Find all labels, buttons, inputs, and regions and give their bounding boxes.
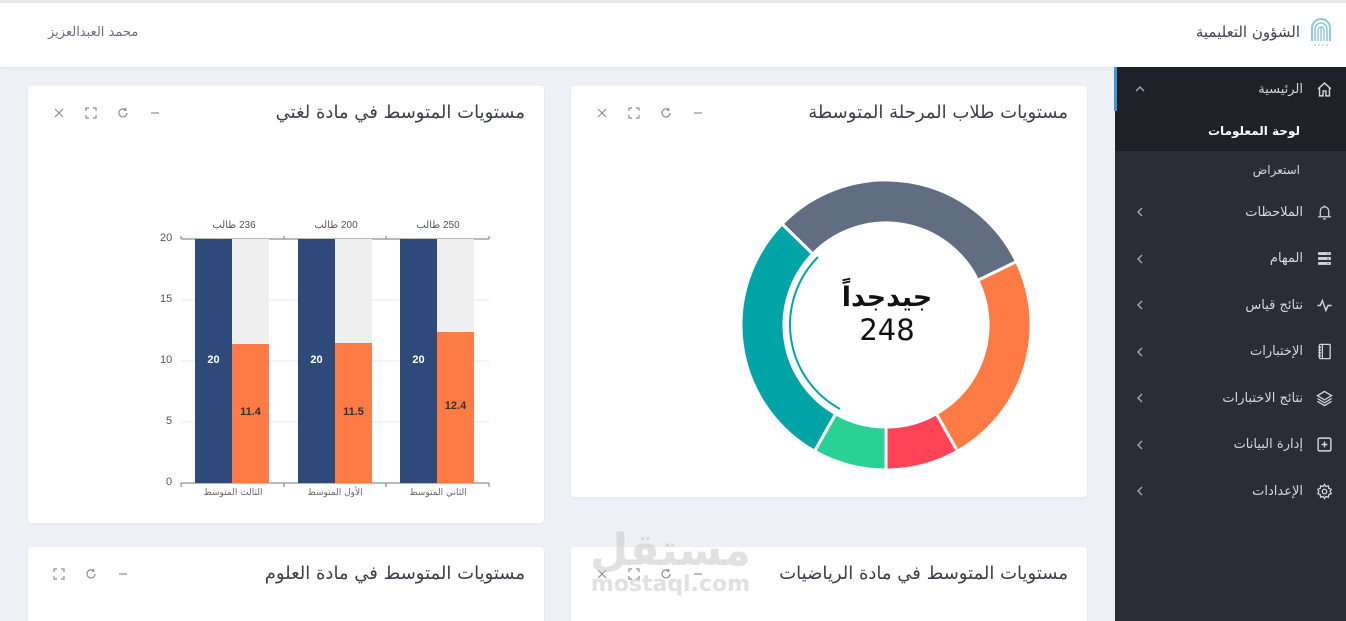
fullscreen-icon[interactable]	[84, 106, 98, 120]
donut-slice-gray[interactable]	[779, 178, 1019, 283]
sidebar-item-label: الرئيسية	[1258, 81, 1303, 97]
server-list-icon	[1315, 250, 1333, 268]
sidebar-item-label: الإختبارات	[1250, 344, 1303, 360]
chevron-up-icon	[1135, 86, 1145, 92]
user-menu[interactable]: محمد العبدالعزيز	[48, 25, 139, 40]
card-tools	[595, 106, 705, 120]
home-icon	[1315, 80, 1333, 98]
bell-icon	[1315, 203, 1333, 221]
donut-center-category: جيدجداً	[841, 282, 933, 313]
refresh-icon[interactable]	[659, 567, 673, 581]
bar-max[interactable]	[400, 239, 437, 483]
bar-average[interactable]	[335, 343, 372, 483]
card-middle-school-levels: مستويات طلاب المرحلة المتوسطة جيدجداً 24…	[571, 86, 1087, 497]
plus-square-icon	[1315, 436, 1333, 454]
donut-slice-teal[interactable]	[739, 221, 838, 454]
donut-center-label: جيدجداً 248	[827, 282, 947, 347]
sidebar-subitem-browse[interactable]: استعراض	[1252, 163, 1300, 177]
close-icon[interactable]	[52, 106, 66, 120]
chevron-left-icon	[1137, 486, 1143, 496]
brand[interactable]: الشؤون التعليمية	[1196, 17, 1332, 47]
sidebar-item-exams[interactable]: الإختبارات	[1115, 329, 1346, 376]
sidebar-item-exam-results[interactable]: نتائج الاختبارات	[1115, 375, 1346, 422]
sidebar-item-data-management[interactable]: إدارة البيانات	[1115, 422, 1346, 469]
card-arabic-subject-levels: مستويات المتوسط في مادة لغتي 20 15	[28, 86, 544, 523]
sidebar-item-home[interactable]: الرئيسية	[1115, 67, 1346, 111]
card-title: مستويات المتوسط في مادة الرياضيات	[779, 563, 1068, 584]
bar-max[interactable]	[298, 239, 335, 483]
brand-logo-icon	[1311, 18, 1331, 46]
notebook-icon	[1315, 343, 1333, 361]
card-title: مستويات المتوسط في مادة العلوم	[264, 563, 525, 584]
sidebar: الرئيسية لوحة المعلومات استعراض الملاحظا…	[1115, 67, 1346, 621]
refresh-icon[interactable]	[84, 567, 98, 581]
close-icon[interactable]	[595, 106, 609, 120]
fullscreen-icon[interactable]	[52, 567, 66, 581]
card-science-subject-levels: مستويات المتوسط في مادة العلوم	[28, 547, 544, 621]
sidebar-item-tasks[interactable]: المهام	[1115, 236, 1346, 283]
activity-pulse-icon	[1315, 296, 1333, 314]
bar-average[interactable]	[437, 332, 474, 483]
bar-max[interactable]	[195, 239, 232, 483]
sidebar-item-label: الإعدادات	[1252, 483, 1303, 499]
sidebar-item-settings[interactable]: الإعدادات	[1115, 468, 1346, 515]
fullscreen-icon[interactable]	[627, 106, 641, 120]
bar-chart	[180, 236, 490, 487]
gear-icon	[1315, 482, 1333, 500]
minimize-icon[interactable]	[691, 567, 705, 581]
sidebar-item-label: المهام	[1269, 251, 1303, 267]
brand-title: الشؤون التعليمية	[1195, 23, 1300, 41]
sidebar-item-label: الملاحظات	[1245, 204, 1303, 220]
chevron-left-icon	[1137, 347, 1143, 357]
fullscreen-icon[interactable]	[627, 567, 641, 581]
chevron-left-icon	[1137, 440, 1143, 450]
minimize-icon[interactable]	[691, 106, 705, 120]
bar-average[interactable]	[232, 344, 269, 483]
sidebar-item-label: إدارة البيانات	[1233, 437, 1303, 453]
sidebar-subitem-dashboard[interactable]: لوحة المعلومات	[1115, 111, 1346, 151]
card-title: مستويات طلاب المرحلة المتوسطة	[808, 102, 1068, 123]
layers-icon	[1315, 389, 1333, 407]
card-tools	[52, 567, 130, 581]
refresh-icon[interactable]	[659, 106, 673, 120]
chevron-left-icon	[1137, 300, 1143, 310]
sidebar-item-notes[interactable]: الملاحظات	[1115, 189, 1346, 236]
minimize-icon[interactable]	[148, 106, 162, 120]
card-tools	[52, 106, 162, 120]
refresh-icon[interactable]	[116, 106, 130, 120]
donut-chart	[739, 178, 1033, 472]
donut-center-value: 248	[859, 313, 915, 347]
card-tools	[595, 567, 705, 581]
sidebar-item-qiyas-results[interactable]: نتائج قياس	[1115, 282, 1346, 329]
chevron-left-icon	[1137, 207, 1143, 217]
close-icon[interactable]	[595, 567, 609, 581]
sidebar-item-label: نتائج قياس	[1245, 297, 1303, 313]
donut-slice-orange[interactable]	[934, 259, 1033, 454]
chevron-left-icon	[1137, 254, 1143, 264]
minimize-icon[interactable]	[116, 567, 130, 581]
chevron-left-icon	[1137, 393, 1143, 403]
card-title: مستويات المتوسط في مادة لغتي	[275, 102, 525, 123]
top-bar: الشؤون التعليمية محمد العبدالعزيز	[0, 0, 1346, 67]
card-math-subject-levels: مستويات المتوسط في مادة الرياضيات	[571, 547, 1087, 621]
sidebar-item-label: نتائج الاختبارات	[1222, 390, 1303, 406]
